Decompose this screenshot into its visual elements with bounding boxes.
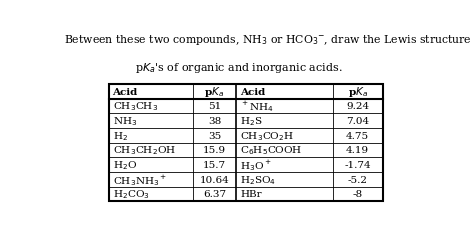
Text: 6.37: 6.37 [203,190,226,198]
Text: H$_3$O$^+$: H$_3$O$^+$ [240,158,272,172]
Text: -1.74: -1.74 [345,160,371,169]
Text: C$_6$H$_5$COOH: C$_6$H$_5$COOH [240,144,302,157]
Text: -5.2: -5.2 [348,175,368,184]
Text: H$_2$O: H$_2$O [112,158,137,171]
Text: Acid: Acid [112,88,138,96]
Text: CH$_3$CH$_3$: CH$_3$CH$_3$ [112,100,158,113]
Text: 15.7: 15.7 [203,160,226,169]
Text: HBr: HBr [240,190,262,198]
Text: H$_2$SO$_4$: H$_2$SO$_4$ [240,173,276,186]
Text: 38: 38 [208,117,221,126]
Text: 51: 51 [208,102,221,111]
Text: 35: 35 [208,131,221,140]
Text: Between these two compounds, NH$_3$ or HCO$_3$$^{-}$, draw the Lewis structure o: Between these two compounds, NH$_3$ or H… [64,33,474,47]
Text: 9.24: 9.24 [346,102,369,111]
Text: 10.64: 10.64 [200,175,229,184]
Text: p$K_a$: p$K_a$ [204,85,225,99]
Text: 4.75: 4.75 [346,131,369,140]
Text: H$_2$: H$_2$ [112,129,128,142]
Text: H$_2$CO$_3$: H$_2$CO$_3$ [112,188,149,201]
Text: 7.04: 7.04 [346,117,369,126]
Text: p$K_a$: p$K_a$ [348,85,368,99]
Text: 15.9: 15.9 [203,146,226,155]
Text: H$_2$S: H$_2$S [240,115,263,128]
Text: NH$_3$: NH$_3$ [112,115,137,128]
Text: CH$_3$CH$_2$OH: CH$_3$CH$_2$OH [112,144,175,157]
Text: CH$_3$NH$_3$$^+$: CH$_3$NH$_3$$^+$ [112,172,166,187]
Text: p$K_a$'s of organic and inorganic acids.: p$K_a$'s of organic and inorganic acids. [135,61,342,75]
Text: CH$_3$CO$_2$H: CH$_3$CO$_2$H [240,129,294,142]
Text: Acid: Acid [240,88,265,96]
Text: $^+$NH$_4$: $^+$NH$_4$ [240,99,274,114]
Text: -8: -8 [353,190,363,198]
Text: 4.19: 4.19 [346,146,369,155]
